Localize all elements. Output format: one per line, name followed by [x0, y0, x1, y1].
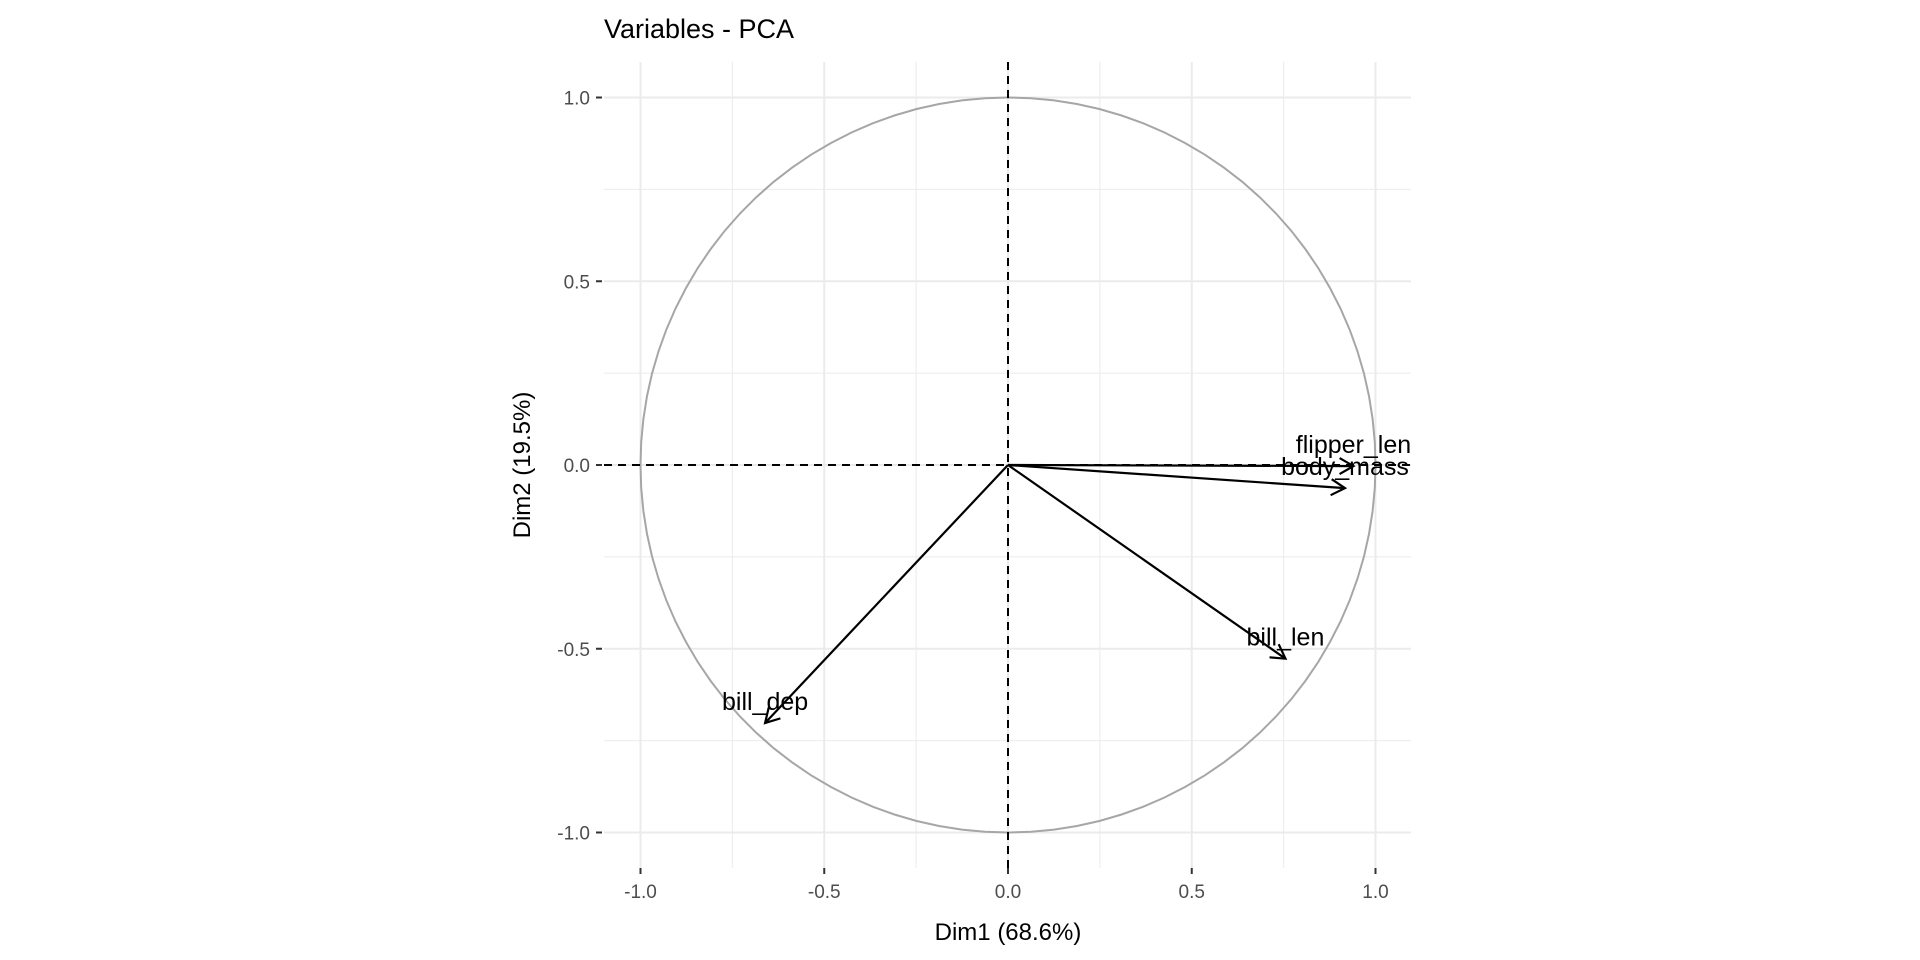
variable-label: body_mass	[1281, 453, 1409, 481]
arrowhead	[1269, 643, 1288, 660]
correlation-circle	[639, 96, 1377, 834]
x-axis-label: Dim1 (68.6%)	[935, 919, 1082, 946]
x-tick-label: -1.0	[624, 882, 657, 903]
x-tick-label: 0.5	[1179, 882, 1205, 903]
arrow-bill-dep: bill_dep	[722, 464, 1009, 725]
arrowhead	[763, 707, 781, 725]
y-tick-label: 0.0	[564, 456, 590, 477]
y-tick-label: -1.0	[557, 824, 590, 845]
y-tick-label: -0.5	[557, 640, 590, 661]
chart-title: Variables - PCA	[604, 14, 794, 44]
y-tick-label: 1.0	[564, 89, 590, 110]
variable-label: bill_dep	[722, 688, 808, 716]
x-tick-label: -0.5	[808, 882, 841, 903]
y-tick-label: 0.5	[564, 272, 590, 293]
arrowhead	[1339, 457, 1356, 476]
variable-label: flipper_len	[1296, 431, 1411, 459]
variable-label: bill_len	[1247, 624, 1325, 652]
arrow-bill-len: bill_len	[1007, 464, 1325, 660]
arrowhead	[1330, 478, 1348, 497]
x-tick-label: 1.0	[1362, 882, 1388, 903]
x-tick-label: 0.0	[995, 882, 1021, 903]
y-axis-ticks: -1.0 -0.5 0.0 0.5 1.0	[557, 89, 602, 845]
x-axis-ticks: -1.0 -0.5 0.0 0.5 1.0	[624, 868, 1389, 903]
arrow-flipper-len: flipper_len	[1007, 431, 1411, 476]
y-axis-label: Dim2 (19.5%)	[509, 392, 536, 539]
arrow-body-mass: body_mass	[1007, 453, 1409, 497]
